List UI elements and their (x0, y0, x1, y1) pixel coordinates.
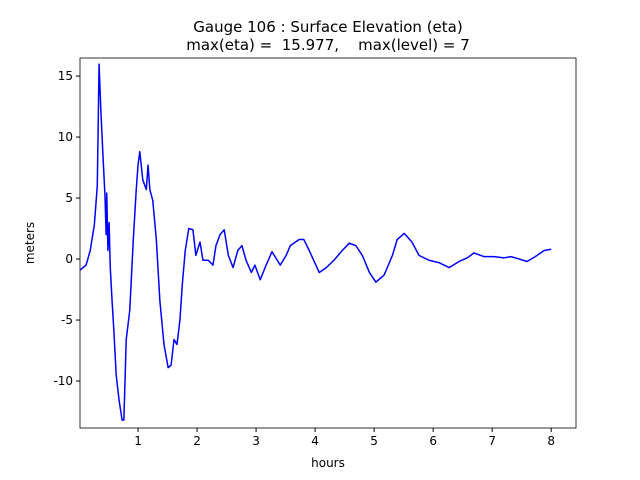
y-tick-label: 5 (65, 191, 73, 205)
chart-title: Gauge 106 : Surface Elevation (eta) (193, 18, 462, 36)
x-tick-label: 5 (370, 434, 378, 448)
x-tick-label: 8 (547, 434, 555, 448)
y-tick-label: -10 (53, 374, 73, 388)
data-line (79, 63, 552, 421)
x-tick-label: 4 (311, 434, 319, 448)
x-tick-label: 3 (252, 434, 260, 448)
x-tick-label: 1 (134, 434, 142, 448)
y-axis-label: meters (23, 222, 37, 264)
chart-subtitle: max(eta) = 15.977, max(level) = 7 (186, 36, 470, 54)
x-axis-label: hours (311, 456, 345, 470)
x-tick-label: 6 (429, 434, 437, 448)
y-tick-label: 10 (58, 130, 73, 144)
y-tick-label: 0 (65, 252, 73, 266)
y-tick-label: 15 (58, 69, 73, 83)
x-tick-label: 2 (193, 434, 201, 448)
plot-frame (79, 57, 577, 429)
x-tick-label: 7 (488, 434, 496, 448)
y-tick-label: -5 (61, 313, 73, 327)
